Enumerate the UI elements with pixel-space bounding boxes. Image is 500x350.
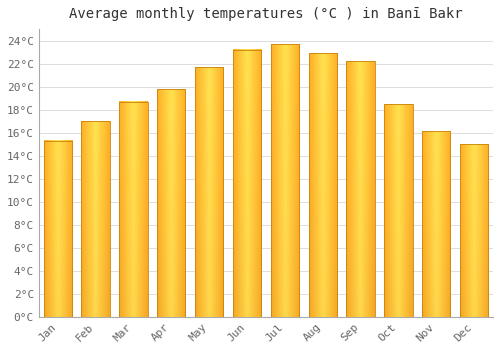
Bar: [44, 141, 72, 317]
Bar: [308, 53, 337, 317]
Bar: [119, 102, 148, 317]
Bar: [346, 61, 375, 317]
Bar: [270, 44, 299, 317]
Bar: [195, 67, 224, 317]
Bar: [422, 132, 450, 317]
Bar: [460, 144, 488, 317]
Bar: [384, 104, 412, 317]
Bar: [157, 89, 186, 317]
Bar: [233, 50, 261, 317]
Title: Average monthly temperatures (°C ) in Banī Bakr: Average monthly temperatures (°C ) in Ba…: [69, 7, 462, 21]
Bar: [82, 121, 110, 317]
